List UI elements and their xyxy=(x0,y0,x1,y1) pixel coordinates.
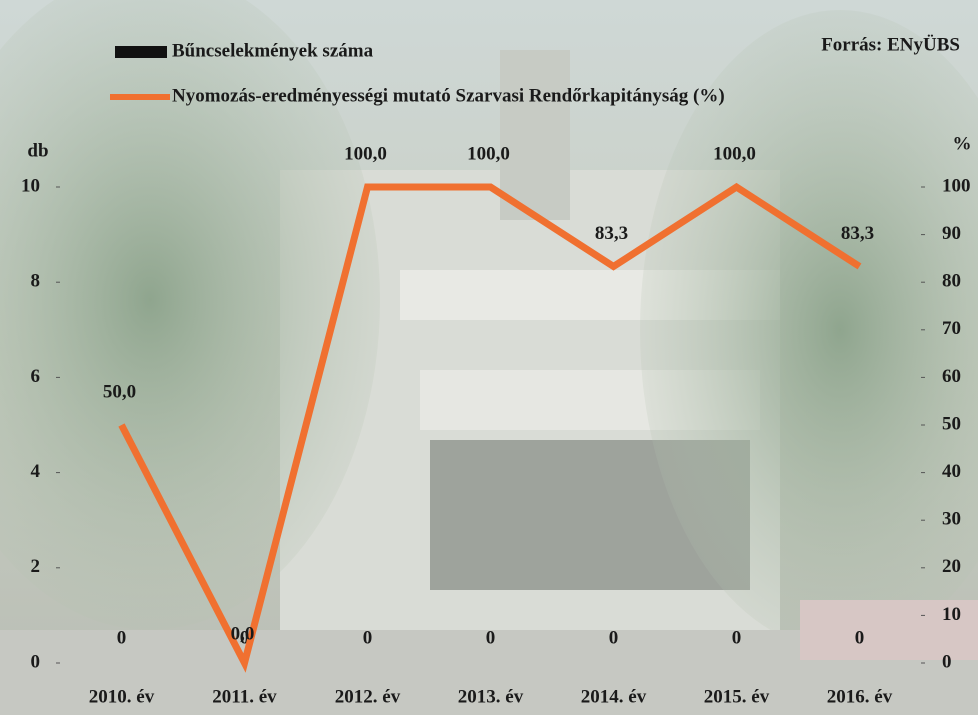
line-value-label: 100,0 xyxy=(344,143,387,164)
y-tick-label: 8 xyxy=(31,271,41,292)
y2-tick-label: 30 xyxy=(942,509,961,530)
y-tick-label: 4 xyxy=(31,461,41,482)
y2-tick-label: 50 xyxy=(942,413,961,434)
x-tick-label: 2016. év xyxy=(827,686,893,707)
line-value-label: 100,0 xyxy=(467,143,510,164)
bar-value-label: 0 xyxy=(363,627,373,648)
y-tick-label: 6 xyxy=(31,366,41,387)
line-value-label: 50,0 xyxy=(103,381,136,402)
line-value-label: 100,0 xyxy=(713,143,756,164)
y2-tick-label: 80 xyxy=(942,271,961,292)
x-tick-label: 2013. év xyxy=(458,686,524,707)
chart: Bűncselekmények száma Nyomozás-eredménye… xyxy=(0,0,978,715)
bar-value-label: 0 xyxy=(855,627,865,648)
y2-tick-label: 40 xyxy=(942,461,961,482)
x-tick-label: 2011. év xyxy=(212,686,277,707)
bar-value-label: 0 xyxy=(609,627,619,648)
y2-tick-label: 0 xyxy=(942,651,952,672)
y-tick-label: 0 xyxy=(31,651,41,672)
legend-label: Nyomozás-eredményességi mutató Szarvasi … xyxy=(172,85,725,106)
legend-label: Bűncselekmények száma xyxy=(172,40,374,61)
y2-tick-label: 60 xyxy=(942,366,961,387)
y2-tick-label: 100 xyxy=(942,175,971,196)
x-tick-label: 2010. év xyxy=(89,686,155,707)
y2-tick-label: 10 xyxy=(942,604,961,625)
line-value-label: 83,3 xyxy=(595,223,628,244)
bar-value-label: 0 xyxy=(486,627,496,648)
x-tick-label: 2012. év xyxy=(335,686,401,707)
x-tick-label: 2015. év xyxy=(704,686,770,707)
line-value-label: 0,0 xyxy=(231,623,255,644)
bar-value-label: 0 xyxy=(732,627,742,648)
y2-axis-label: % xyxy=(953,133,972,154)
y2-tick-label: 90 xyxy=(942,223,961,244)
y2-tick-label: 70 xyxy=(942,318,961,339)
x-tick-label: 2014. év xyxy=(581,686,647,707)
y-tick-label: 2 xyxy=(31,556,41,577)
y-tick-label: 10 xyxy=(21,175,40,196)
line-value-label: 83,3 xyxy=(841,223,874,244)
y2-tick-label: 20 xyxy=(942,556,961,577)
y-axis-label: db xyxy=(27,140,48,161)
legend-swatch-bar xyxy=(115,46,167,58)
bar-value-label: 0 xyxy=(117,627,127,648)
background-photo xyxy=(0,0,978,715)
source: Forrás: ENyÜBS xyxy=(821,34,960,55)
